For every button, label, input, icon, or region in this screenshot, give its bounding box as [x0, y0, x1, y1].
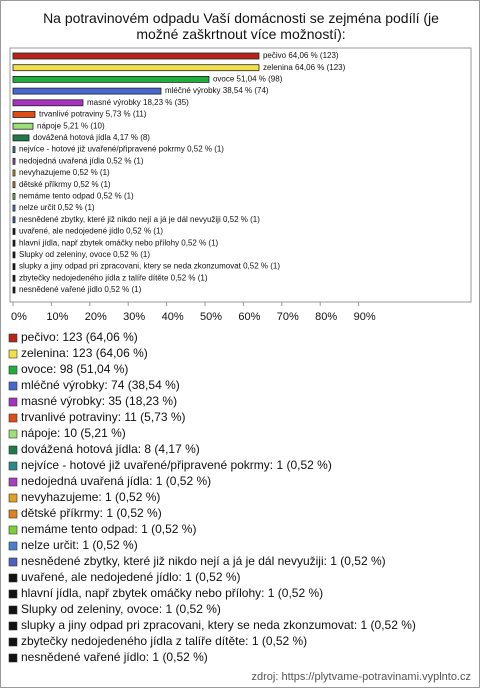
legend-entry: nesnědené vařené jídlo: 1 (0,52 %) — [21, 650, 208, 664]
legend-swatch — [8, 653, 18, 663]
legend-entry: zbytečky nedojedeného jídla z talíře dít… — [21, 634, 307, 648]
bar — [12, 122, 34, 130]
legend-swatch — [8, 621, 18, 631]
legend-entry: nesnědené zbytky, které již nikdo nejí a… — [21, 554, 386, 568]
bar — [12, 157, 16, 165]
bar — [12, 111, 36, 118]
legend-entry: pečivo: 123 (64,06 %) — [21, 330, 138, 344]
legend-swatch — [8, 381, 18, 391]
legend-swatch — [8, 365, 18, 375]
legend-entry: masné výrobky: 35 (18,23 %) — [21, 394, 177, 408]
legend-swatch — [8, 477, 18, 487]
legend-entry: dětské příkrmy: 1 (0,52 %) — [21, 506, 162, 520]
value-label: zelenina 64,06 % (123) — [263, 63, 346, 72]
legend-entry: slupky a jiny odpad pri zpracovani, kter… — [21, 618, 416, 632]
legend-swatch — [8, 461, 18, 471]
value-label: nejvíce - hotové již uvařené/připravené … — [19, 145, 224, 154]
legend-entry: hlavní jídla, např zbytek omáčky nebo př… — [21, 586, 323, 600]
legend-swatch — [8, 333, 18, 343]
bar — [12, 64, 260, 72]
value-label: nápoje 5,21 % (10) — [37, 121, 105, 130]
legend-swatch — [8, 637, 18, 647]
x-tick-label: 50% — [200, 311, 222, 323]
bar — [12, 52, 260, 60]
legend-entry: nápoje: 10 (5,21 %) — [21, 426, 126, 440]
legend-swatch — [8, 573, 18, 583]
legend-swatch — [8, 509, 18, 519]
legend-entry: nevyhazujeme: 1 (0,52 %) — [21, 490, 160, 504]
legend-entry: uvařené, ale nedojedené jídlo: 1 (0,52 %… — [21, 570, 241, 584]
x-tick-label: 90% — [354, 311, 376, 323]
legend-entry: zelenina: 123 (64,06 %) — [21, 346, 148, 360]
legend-swatch — [8, 349, 18, 359]
x-tick-label: 60% — [238, 311, 260, 323]
legend-entry: mléčné výrobky: 74 (38,54 %) — [21, 378, 180, 392]
value-label: trvanlivé potraviny 5,73 % (11) — [39, 110, 147, 119]
legend-entry: nemáme tento odpad: 1 (0,52 %) — [21, 522, 196, 536]
x-tick-label: 70% — [277, 311, 299, 323]
legend-entry: trvanlivé potraviny: 11 (5,73 %) — [21, 410, 186, 424]
value-label: Slupky od zeleniny, ovoce 0,52 % (1) — [19, 250, 150, 259]
x-tick-label: 0% — [11, 311, 27, 323]
bar — [12, 99, 84, 107]
bar — [12, 146, 16, 154]
legend-entry: Slupky od zeleniny, ovoce: 1 (0,52 %) — [21, 602, 221, 616]
value-label: masné výrobky 18,23 % (35) — [87, 98, 189, 107]
value-label: zbytečky nedojedeného jídla z talíře dít… — [19, 273, 208, 282]
value-label: nedojedná uvařená jídla 0,52 % (1) — [19, 156, 144, 165]
bar — [12, 204, 16, 212]
value-label: dovážená hotová jídla 4,17 % (8) — [33, 133, 150, 142]
source: zdroj: https://plytvame-potravinami.vypl… — [252, 671, 471, 683]
bar — [12, 286, 16, 294]
x-tick-label: 30% — [123, 311, 145, 323]
legend-entry: ovoce: 98 (51,04 %) — [21, 362, 128, 376]
bar — [12, 134, 30, 142]
value-label: pečivo 64,06 % (123) — [263, 51, 339, 60]
legend-swatch — [8, 605, 18, 615]
value-label: nemáme tento odpad 0,52 % (1) — [19, 192, 134, 201]
legend-swatch — [8, 397, 18, 407]
chart-title: Na potravinovém odpadu Vaší domácnosti s… — [43, 10, 439, 42]
value-label: slupky a jiny odpad pri zpracovani, kter… — [19, 262, 280, 271]
legend-swatch — [8, 541, 18, 551]
legend-entry: dovážená hotová jídla: 8 (4,17 %) — [21, 442, 200, 456]
value-label: hlavní jídla, např zbytek omáčky nebo př… — [19, 238, 219, 247]
bar — [12, 239, 16, 247]
value-label: ovoce 51,04 % (98) — [213, 75, 283, 84]
bar — [12, 87, 162, 95]
legend-swatch — [8, 429, 18, 439]
x-tick-label: 40% — [162, 311, 184, 323]
bar — [12, 228, 16, 235]
value-label: nelze určit 0,52 % (1) — [19, 203, 95, 212]
legend-swatch — [8, 557, 18, 567]
legend-entry: nedojedná uvařená jídla: 1 (0,52 %) — [21, 474, 211, 488]
bar — [12, 263, 16, 271]
value-label: dětské příkrmy 0,52 % (1) — [19, 180, 111, 189]
value-label: nesnědené vařené jídlo 0,52 % (1) — [19, 285, 142, 294]
legend-swatch — [8, 413, 18, 423]
x-tick-label: 10% — [46, 311, 68, 323]
legend-swatch — [8, 493, 18, 503]
bar — [12, 169, 16, 177]
legend-swatch — [8, 525, 18, 535]
bar — [12, 274, 16, 282]
legend-swatch — [8, 589, 18, 599]
value-label: mléčné výrobky 38,54 % (74) — [165, 86, 269, 95]
x-tick-label: 20% — [85, 311, 107, 323]
legend-entry: nelze určit: 1 (0,52 %) — [21, 538, 138, 552]
bar — [12, 181, 16, 189]
bar — [12, 76, 210, 83]
x-tick-label: 80% — [315, 311, 337, 323]
bar — [12, 192, 16, 200]
value-label: nevyhazujeme 0,52 % (1) — [19, 168, 110, 177]
value-label: nesnědené zbytky, které již nikdo nejí a… — [19, 215, 260, 224]
bar — [12, 251, 16, 259]
bar — [12, 216, 16, 224]
legend-entry: nejvíce - hotové již uvařené/připravené … — [21, 458, 332, 472]
legend-swatch — [8, 445, 18, 455]
value-label: uvařené, ale nedojedené jídlo 0,52 % (1) — [19, 227, 163, 236]
